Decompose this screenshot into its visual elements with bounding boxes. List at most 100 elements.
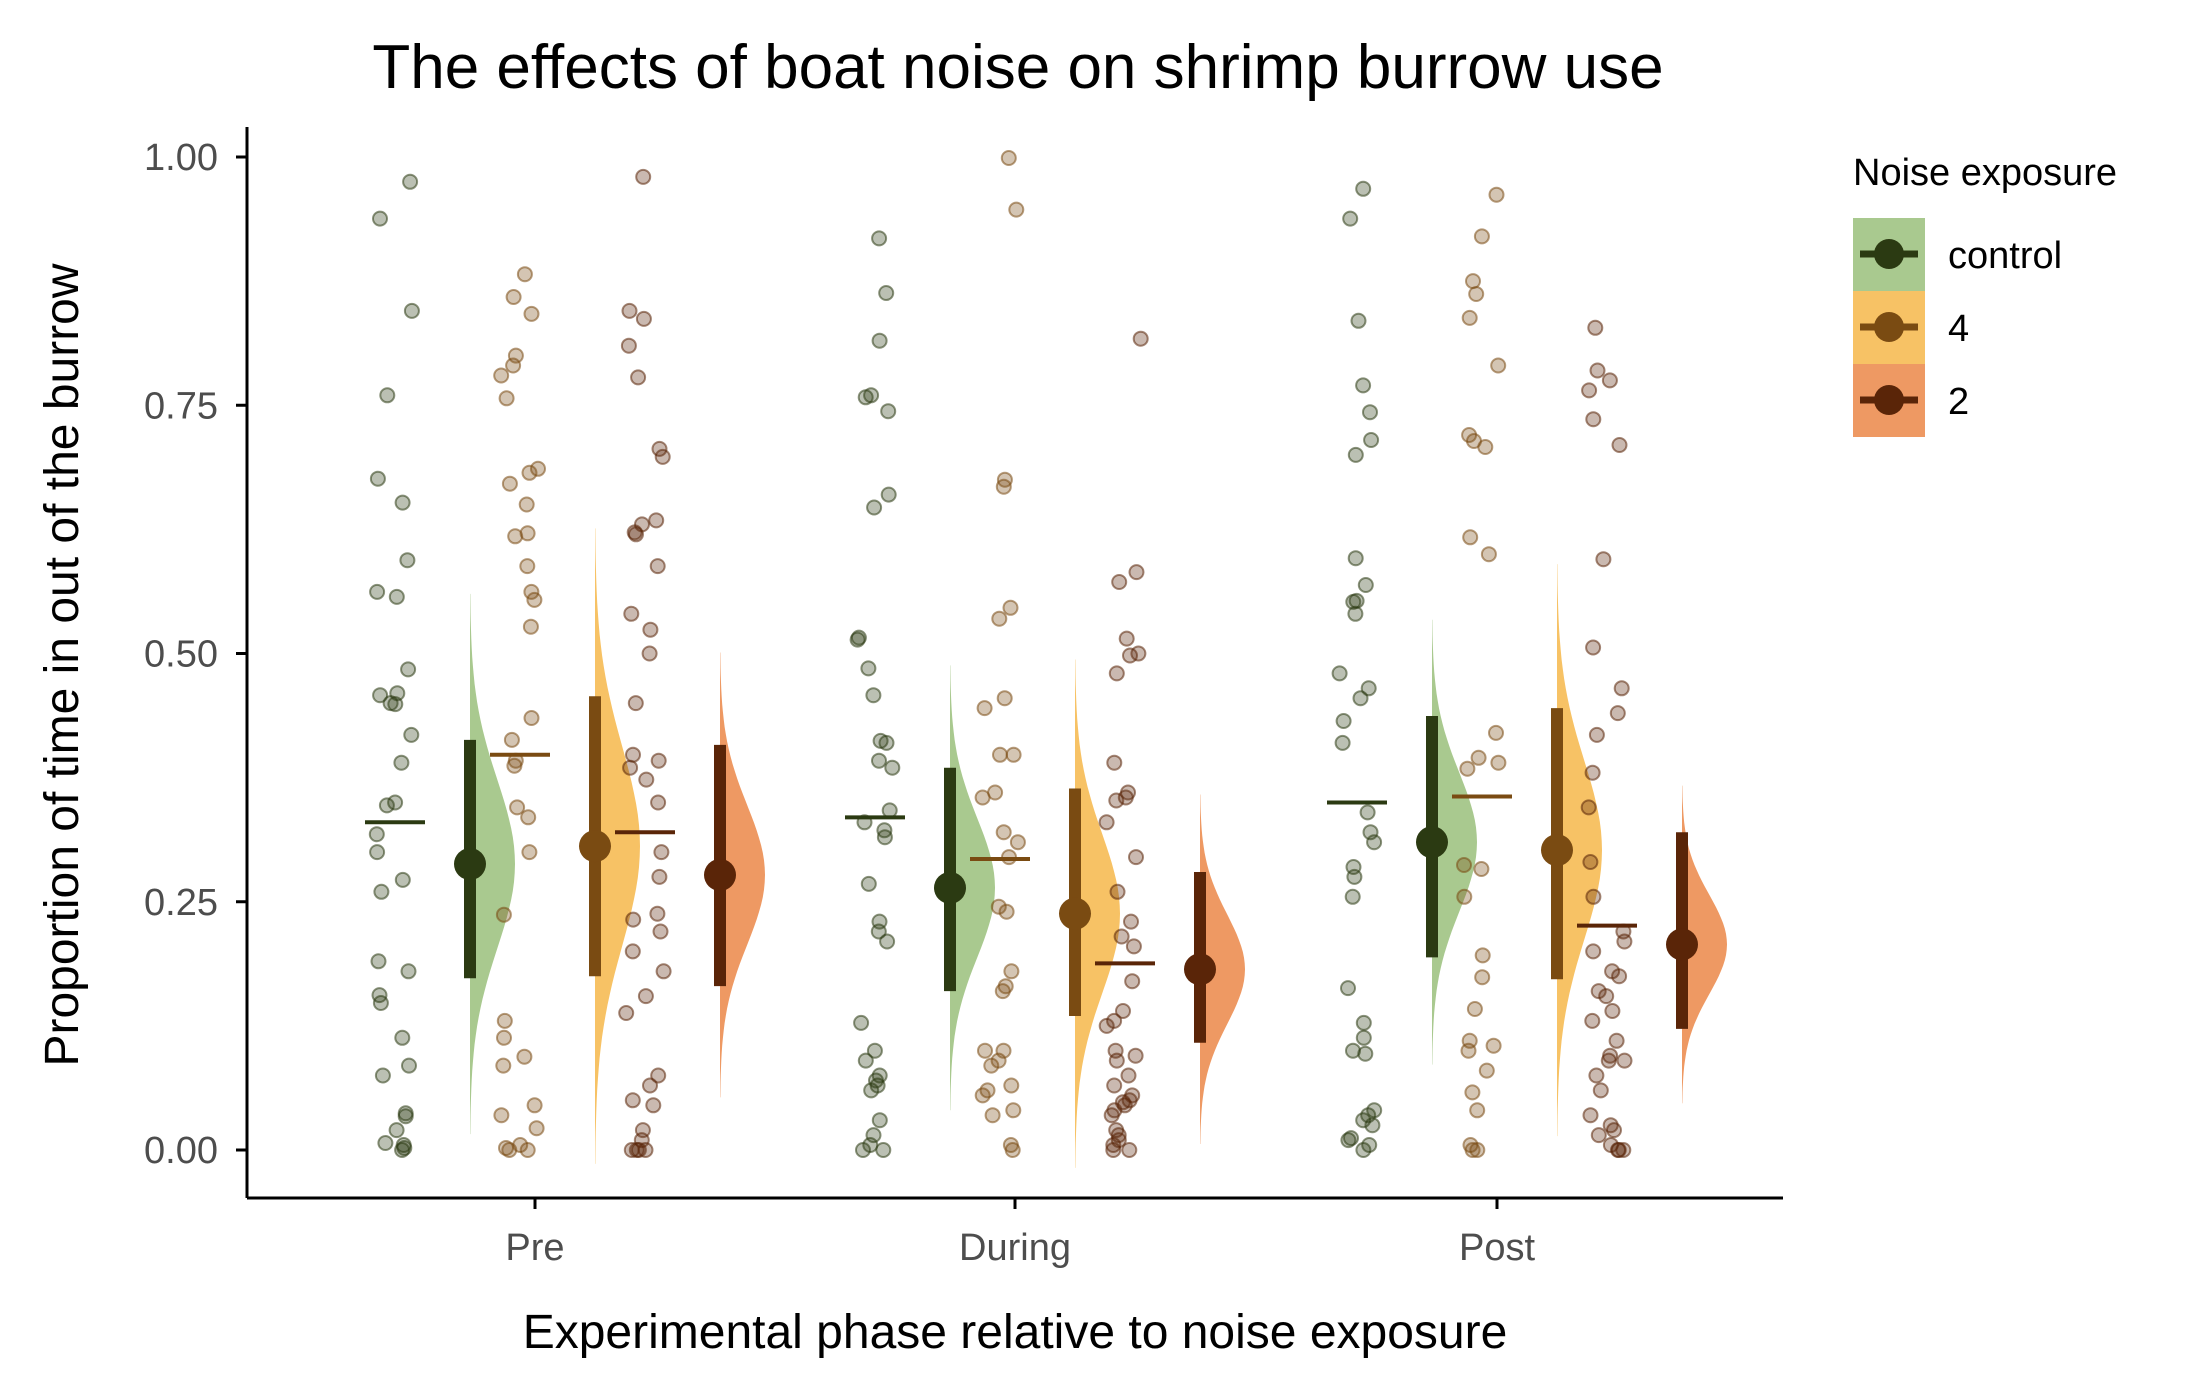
data-point — [388, 1122, 405, 1139]
density-half-violin — [1432, 619, 1477, 1065]
data-point — [1004, 1142, 1021, 1158]
data-point — [400, 963, 417, 980]
data-point — [1335, 713, 1352, 729]
data-point — [495, 1057, 512, 1074]
x-axis-title: Experimental phase relative to noise exp… — [523, 1306, 1508, 1359]
data-point — [1588, 1067, 1605, 1084]
data-point — [501, 475, 518, 492]
data-point — [369, 844, 386, 861]
data-point — [369, 583, 386, 600]
data-point — [403, 302, 420, 319]
data-point — [650, 752, 667, 769]
data-point — [1364, 1117, 1381, 1134]
data-point — [1470, 749, 1487, 766]
data-point — [983, 1057, 1000, 1074]
data-point — [637, 988, 654, 1005]
data-point — [498, 390, 515, 407]
data-point — [1127, 1047, 1144, 1064]
data-point — [505, 357, 522, 374]
data-point — [651, 868, 668, 885]
legend-label: 2 — [1948, 381, 1969, 423]
data-point — [1111, 574, 1128, 590]
plot-area — [365, 150, 1727, 1168]
data-point — [1460, 1042, 1477, 1059]
data-point — [1108, 792, 1125, 809]
legend-title: Noise exposure — [1853, 152, 2117, 194]
data-point — [879, 933, 896, 950]
data-point — [377, 1135, 394, 1151]
data-point — [1587, 319, 1604, 336]
data-point — [652, 923, 669, 940]
data-point — [1355, 1029, 1372, 1046]
data-point — [397, 1108, 414, 1125]
density-half-violin — [1200, 794, 1245, 1145]
data-point — [642, 621, 659, 638]
data-point — [1359, 804, 1376, 821]
data-point — [630, 369, 647, 386]
data-point — [1009, 834, 1026, 851]
median-point — [704, 858, 736, 891]
data-point — [518, 496, 535, 513]
data-point — [1355, 377, 1372, 394]
axes: 0.00 0.25 0.50 0.75 1.00 Pre During Post — [144, 127, 1783, 1269]
data-point — [1105, 1137, 1122, 1153]
data-point — [372, 995, 389, 1011]
data-point — [374, 1067, 391, 1084]
data-point — [521, 464, 538, 481]
density-half-violin — [720, 652, 765, 1098]
data-point — [516, 1048, 533, 1065]
y-tick-label: 0.50 — [144, 634, 218, 676]
median-point — [1184, 953, 1216, 986]
data-point — [394, 1142, 411, 1158]
data-point — [1098, 814, 1115, 831]
y-tick-label: 0.25 — [144, 882, 218, 924]
data-point — [1346, 868, 1363, 885]
density-half-violin — [470, 593, 515, 1135]
data-point — [1357, 1045, 1374, 1062]
y-tick-label: 0.75 — [144, 385, 218, 427]
density-half-violin — [950, 665, 995, 1111]
data-point — [992, 746, 1008, 763]
data-point — [1355, 1112, 1372, 1129]
data-point — [399, 552, 416, 569]
data-point — [1128, 564, 1145, 581]
data-point — [1331, 665, 1348, 682]
data-point — [523, 710, 540, 726]
data-point — [635, 168, 652, 185]
data-point — [1488, 724, 1504, 741]
density-half-violin — [1075, 659, 1120, 1168]
data-point — [1340, 1132, 1357, 1149]
y-axis-title: Proportion of time in out of the burrow — [36, 263, 89, 1066]
data-point — [1585, 888, 1602, 905]
data-point — [394, 871, 411, 888]
data-point — [650, 1067, 667, 1084]
data-point — [1363, 432, 1380, 448]
data-point — [1462, 529, 1479, 546]
data-point — [1340, 980, 1356, 997]
data-point — [1005, 1102, 1022, 1119]
data-point — [523, 305, 540, 322]
data-point — [857, 389, 874, 406]
data-point — [372, 210, 388, 227]
data-point — [526, 1097, 543, 1114]
data-point — [1611, 437, 1628, 453]
data-point — [394, 494, 411, 511]
data-point — [984, 1107, 1001, 1124]
data-point — [625, 911, 642, 928]
data-point — [493, 367, 510, 384]
data-point — [1456, 888, 1473, 905]
data-point — [1003, 1077, 1020, 1094]
data-point — [496, 1029, 512, 1046]
y-tick-label: 0.00 — [144, 1130, 218, 1172]
data-point — [1109, 883, 1126, 900]
data-point — [998, 903, 1015, 920]
data-point — [505, 289, 522, 305]
data-point — [990, 898, 1007, 915]
data-point — [641, 645, 658, 662]
data-point — [871, 752, 887, 769]
median-point — [934, 871, 966, 904]
data-point — [1350, 312, 1367, 329]
data-point — [1342, 210, 1359, 227]
data-point — [528, 1120, 545, 1137]
data-point — [369, 470, 386, 487]
